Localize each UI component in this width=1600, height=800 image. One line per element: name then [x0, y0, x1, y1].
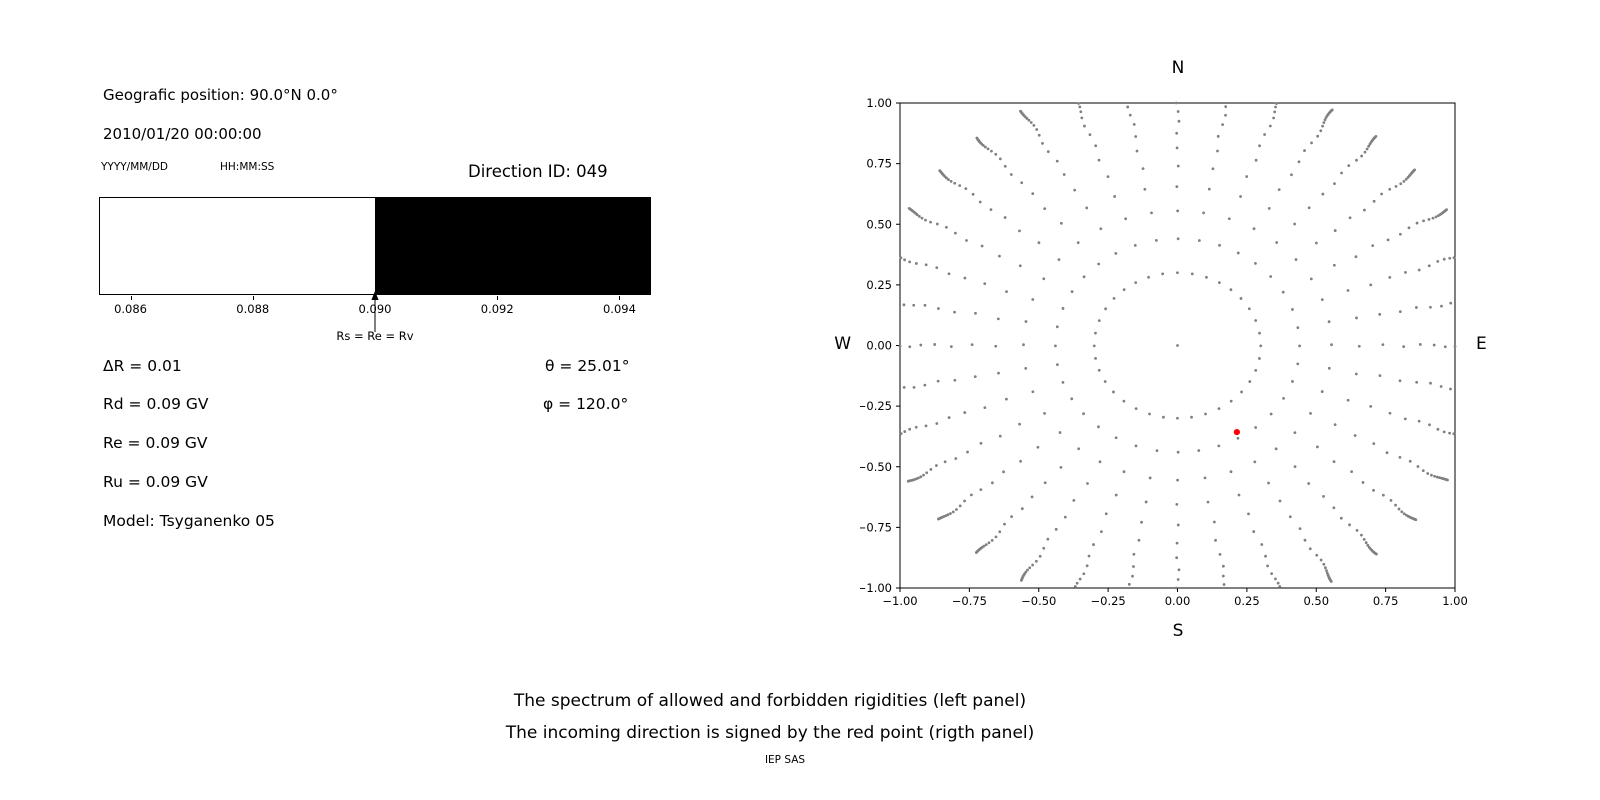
spectrum-region-forbidden [375, 198, 650, 294]
svg-text:0.75: 0.75 [866, 157, 892, 171]
datetime-label: 2010/01/20 00:00:00 [103, 125, 262, 143]
compass-north-label: N [1171, 58, 1185, 78]
svg-text:0.50: 0.50 [1303, 594, 1329, 608]
compass-east-label: E [1476, 334, 1487, 354]
spectrum-x-tick [619, 296, 621, 300]
spectrum-x-tick-label: 0.094 [602, 302, 636, 316]
compass-west-label: W [834, 334, 851, 354]
phi-value: φ = 120.0° [543, 395, 629, 413]
delta-r-value: ΔR = 0.01 [103, 357, 182, 375]
svg-text:−0.25: −0.25 [1091, 594, 1126, 608]
model-label: Model: Tsyganenko 05 [103, 512, 275, 530]
spectrum-region-allowed [100, 198, 375, 294]
svg-text:0.50: 0.50 [866, 217, 892, 231]
ru-value: Ru = 0.09 GV [103, 473, 208, 491]
svg-text:−1.00: −1.00 [860, 581, 892, 595]
direction-plot: −1.00−1.00 −0.75 −0.75 −0.50 −0.50 −0.25 −0.25… [860, 96, 1468, 608]
up-arrow-icon [371, 291, 379, 332]
rd-value: Rd = 0.09 GV [103, 395, 209, 413]
figure-caption: The spectrum of allowed and forbidden ri… [0, 685, 1540, 749]
date-format-hint: YYYY/MM/DD [101, 161, 169, 173]
spectrum-x-tick-label: 0.086 [114, 302, 148, 316]
svg-text:−0.50: −0.50 [1021, 594, 1056, 608]
svg-text:−1.00: −1.00 [882, 594, 917, 608]
svg-text:1.00: 1.00 [1442, 594, 1468, 608]
direction-id-label: Direction ID: 049 [468, 162, 608, 181]
spectrum-x-tick [130, 296, 132, 300]
spectrum-x-tick-label: 0.092 [480, 302, 514, 316]
svg-text:0.25: 0.25 [866, 278, 892, 292]
spectrum-x-tick-label: 0.088 [236, 302, 270, 316]
svg-text:1.00: 1.00 [866, 96, 892, 110]
svg-text:0.25: 0.25 [1234, 594, 1260, 608]
re-value: Re = 0.09 GV [103, 434, 208, 452]
theta-value: θ = 25.01° [545, 357, 630, 375]
direction-grid-dots [898, 101, 1457, 590]
compass-south-label: S [1172, 621, 1184, 641]
red-point [1233, 428, 1240, 436]
svg-text:0.00: 0.00 [866, 339, 892, 353]
spectrum-x-tick [252, 296, 254, 300]
credit-label: IEP SAS [764, 754, 806, 766]
geographic-position-label: Geografic position: 90.0°N 0.0° [103, 86, 338, 104]
spectrum-x-tick [497, 296, 499, 300]
svg-text:−0.50: −0.50 [860, 460, 892, 474]
plot-axis-ticks: −1.00−1.00 −0.75 −0.75 −0.50 −0.50 −0.25 −0.25… [860, 96, 1468, 608]
svg-text:−0.75: −0.75 [952, 594, 987, 608]
svg-text:−0.75: −0.75 [860, 520, 892, 534]
time-format-hint: HH:MM:SS [220, 161, 275, 173]
svg-text:0.75: 0.75 [1373, 594, 1399, 608]
svg-text:−0.25: −0.25 [860, 399, 892, 413]
rs-annotation-label: Rs = Re = Rv [336, 329, 414, 343]
rigidity-spectrum-plot [99, 197, 651, 295]
caption-line-1: The spectrum of allowed and forbidden ri… [513, 691, 1027, 711]
caption-line-2: The incoming direction is signed by the … [505, 723, 1035, 743]
svg-text:0.00: 0.00 [1165, 594, 1191, 608]
